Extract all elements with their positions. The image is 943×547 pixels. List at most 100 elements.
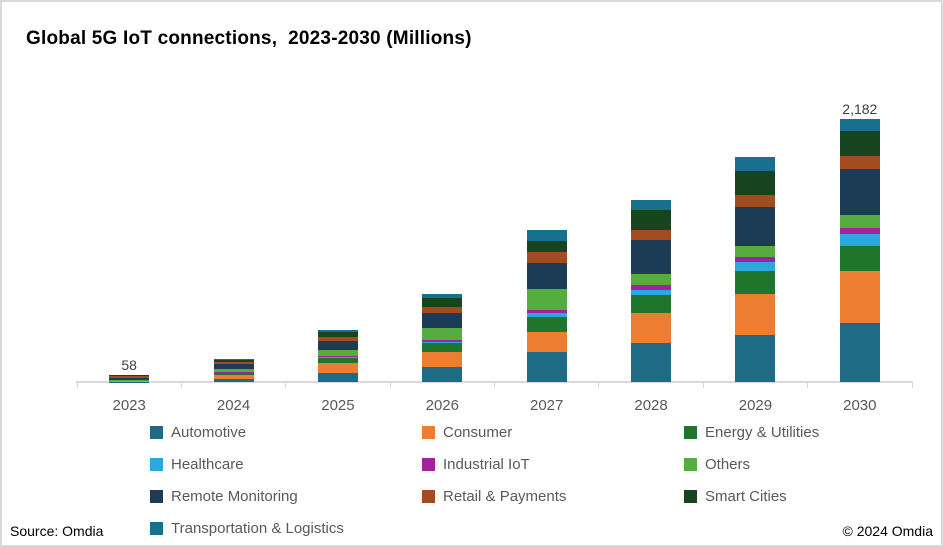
bar-column-2028 — [631, 200, 672, 382]
legend-swatch-icon — [150, 489, 163, 503]
x-axis-line — [76, 381, 913, 383]
x-axis-label: 2023 — [112, 397, 146, 414]
legend-label: Retail & Payments — [443, 487, 567, 505]
legend-swatch-icon — [422, 489, 435, 503]
bar-segment — [526, 316, 567, 332]
bar-segment — [631, 200, 672, 211]
bar-segment — [109, 375, 150, 378]
bar-segment — [422, 306, 463, 314]
bar-column-2026 — [422, 294, 463, 382]
bar-column-2030 — [839, 119, 880, 382]
bar-segment — [526, 251, 567, 263]
legend-label: Remote Monitoring — [171, 487, 298, 505]
legend-label: Smart Cities — [705, 487, 787, 505]
legend-swatch-icon — [150, 425, 163, 439]
legend-item: Smart Cities — [684, 488, 819, 505]
x-axis-tick — [285, 383, 287, 388]
bar-segment — [526, 241, 567, 252]
bar-segment — [317, 356, 358, 358]
bar-segment — [839, 130, 880, 157]
legend-swatch-icon — [150, 521, 163, 535]
bar-segment — [631, 295, 672, 313]
copyright-note: © 2024 Omdia — [842, 523, 933, 539]
bar-segment — [422, 328, 463, 341]
bar-segment — [735, 245, 776, 257]
x-axis-tick — [702, 383, 704, 388]
bar-segment — [735, 170, 776, 195]
bar-value-label: 58 — [121, 357, 137, 373]
bar-segment — [631, 210, 672, 231]
bar-segment — [631, 285, 672, 290]
legend-item: Healthcare — [150, 456, 422, 473]
bar-segment — [839, 119, 880, 131]
bar-segment — [735, 270, 776, 295]
bar-column-2025 — [317, 330, 358, 382]
legend-swatch-icon — [150, 457, 163, 471]
x-axis-tick — [389, 383, 391, 388]
x-axis-label: 2028 — [634, 397, 668, 414]
bar-segment — [631, 312, 672, 343]
legend-label: Transportation & Logistics — [171, 519, 344, 537]
bar-column-2023 — [109, 375, 150, 382]
bar-segment — [213, 368, 254, 373]
bar-segment — [631, 342, 672, 382]
bar-segment — [839, 245, 880, 271]
bar-segment — [109, 377, 150, 381]
x-axis-label: 2027 — [530, 397, 564, 414]
legend-label: Industrial IoT — [443, 455, 530, 473]
bar-column-2024 — [213, 359, 254, 382]
bar-segment — [422, 340, 463, 342]
x-axis-tick — [76, 383, 78, 388]
legend-label: Consumer — [443, 423, 513, 441]
legend-swatch-icon — [684, 457, 697, 471]
bar-segment — [317, 331, 358, 337]
bar-segment — [317, 330, 358, 332]
bar-segment — [422, 294, 463, 299]
bar-segment — [526, 309, 567, 313]
bar-segment — [839, 168, 880, 215]
bar-segment — [317, 340, 358, 350]
legend-item: Remote Monitoring — [150, 488, 422, 505]
bar-segment — [839, 234, 880, 246]
bar-segment — [735, 262, 776, 271]
bar-segment — [213, 375, 254, 379]
x-axis-label: 2024 — [216, 397, 251, 414]
bar-segment — [526, 262, 567, 289]
bar-value-label: 2,182 — [842, 101, 878, 117]
legend-label: Healthcare — [171, 455, 244, 473]
bar-segment — [526, 230, 567, 242]
bar-segment — [839, 270, 880, 323]
x-axis-labels: 2023 2024 2025 2026 2027 2028 2029 2030 — [2, 397, 943, 417]
legend-label: Energy & Utilities — [705, 423, 820, 441]
x-axis-label: 2030 — [843, 397, 877, 414]
legend-item: Others — [684, 456, 819, 473]
source-note: Source: Omdia — [10, 523, 104, 539]
bar-column-2029 — [735, 156, 776, 382]
x-axis-tick — [598, 383, 600, 388]
chart-title: Global 5G IoT connections, 2023-2030 (Mi… — [26, 28, 472, 49]
bar-column-2027 — [526, 230, 567, 382]
x-axis-tick — [911, 383, 913, 388]
bar-segment — [422, 343, 463, 352]
bar-segment — [422, 341, 463, 344]
legend-swatch-icon — [422, 425, 435, 439]
x-axis-tick — [494, 383, 495, 388]
x-axis-label: 2026 — [425, 397, 459, 414]
bar-segment — [839, 322, 880, 382]
legend-item: Automotive — [150, 424, 422, 441]
bar-segment — [735, 294, 776, 335]
legend-label: Others — [705, 455, 751, 473]
legend-swatch-icon — [422, 457, 435, 471]
chart-legend: Automotive Consumer Energy & Utilities Heal… — [150, 416, 819, 544]
legend-item: Energy & Utilities — [684, 424, 819, 441]
bar-segment — [631, 273, 672, 285]
legend-swatch-icon — [684, 425, 697, 439]
bar-segment — [735, 256, 776, 263]
bar-segment — [631, 289, 672, 296]
bar-segment — [839, 227, 880, 235]
bar-segment — [422, 366, 463, 382]
bar-segment — [422, 313, 463, 329]
legend-label: Automotive — [171, 423, 247, 441]
bar-segment — [317, 372, 358, 382]
legend-item: Consumer — [422, 424, 684, 441]
